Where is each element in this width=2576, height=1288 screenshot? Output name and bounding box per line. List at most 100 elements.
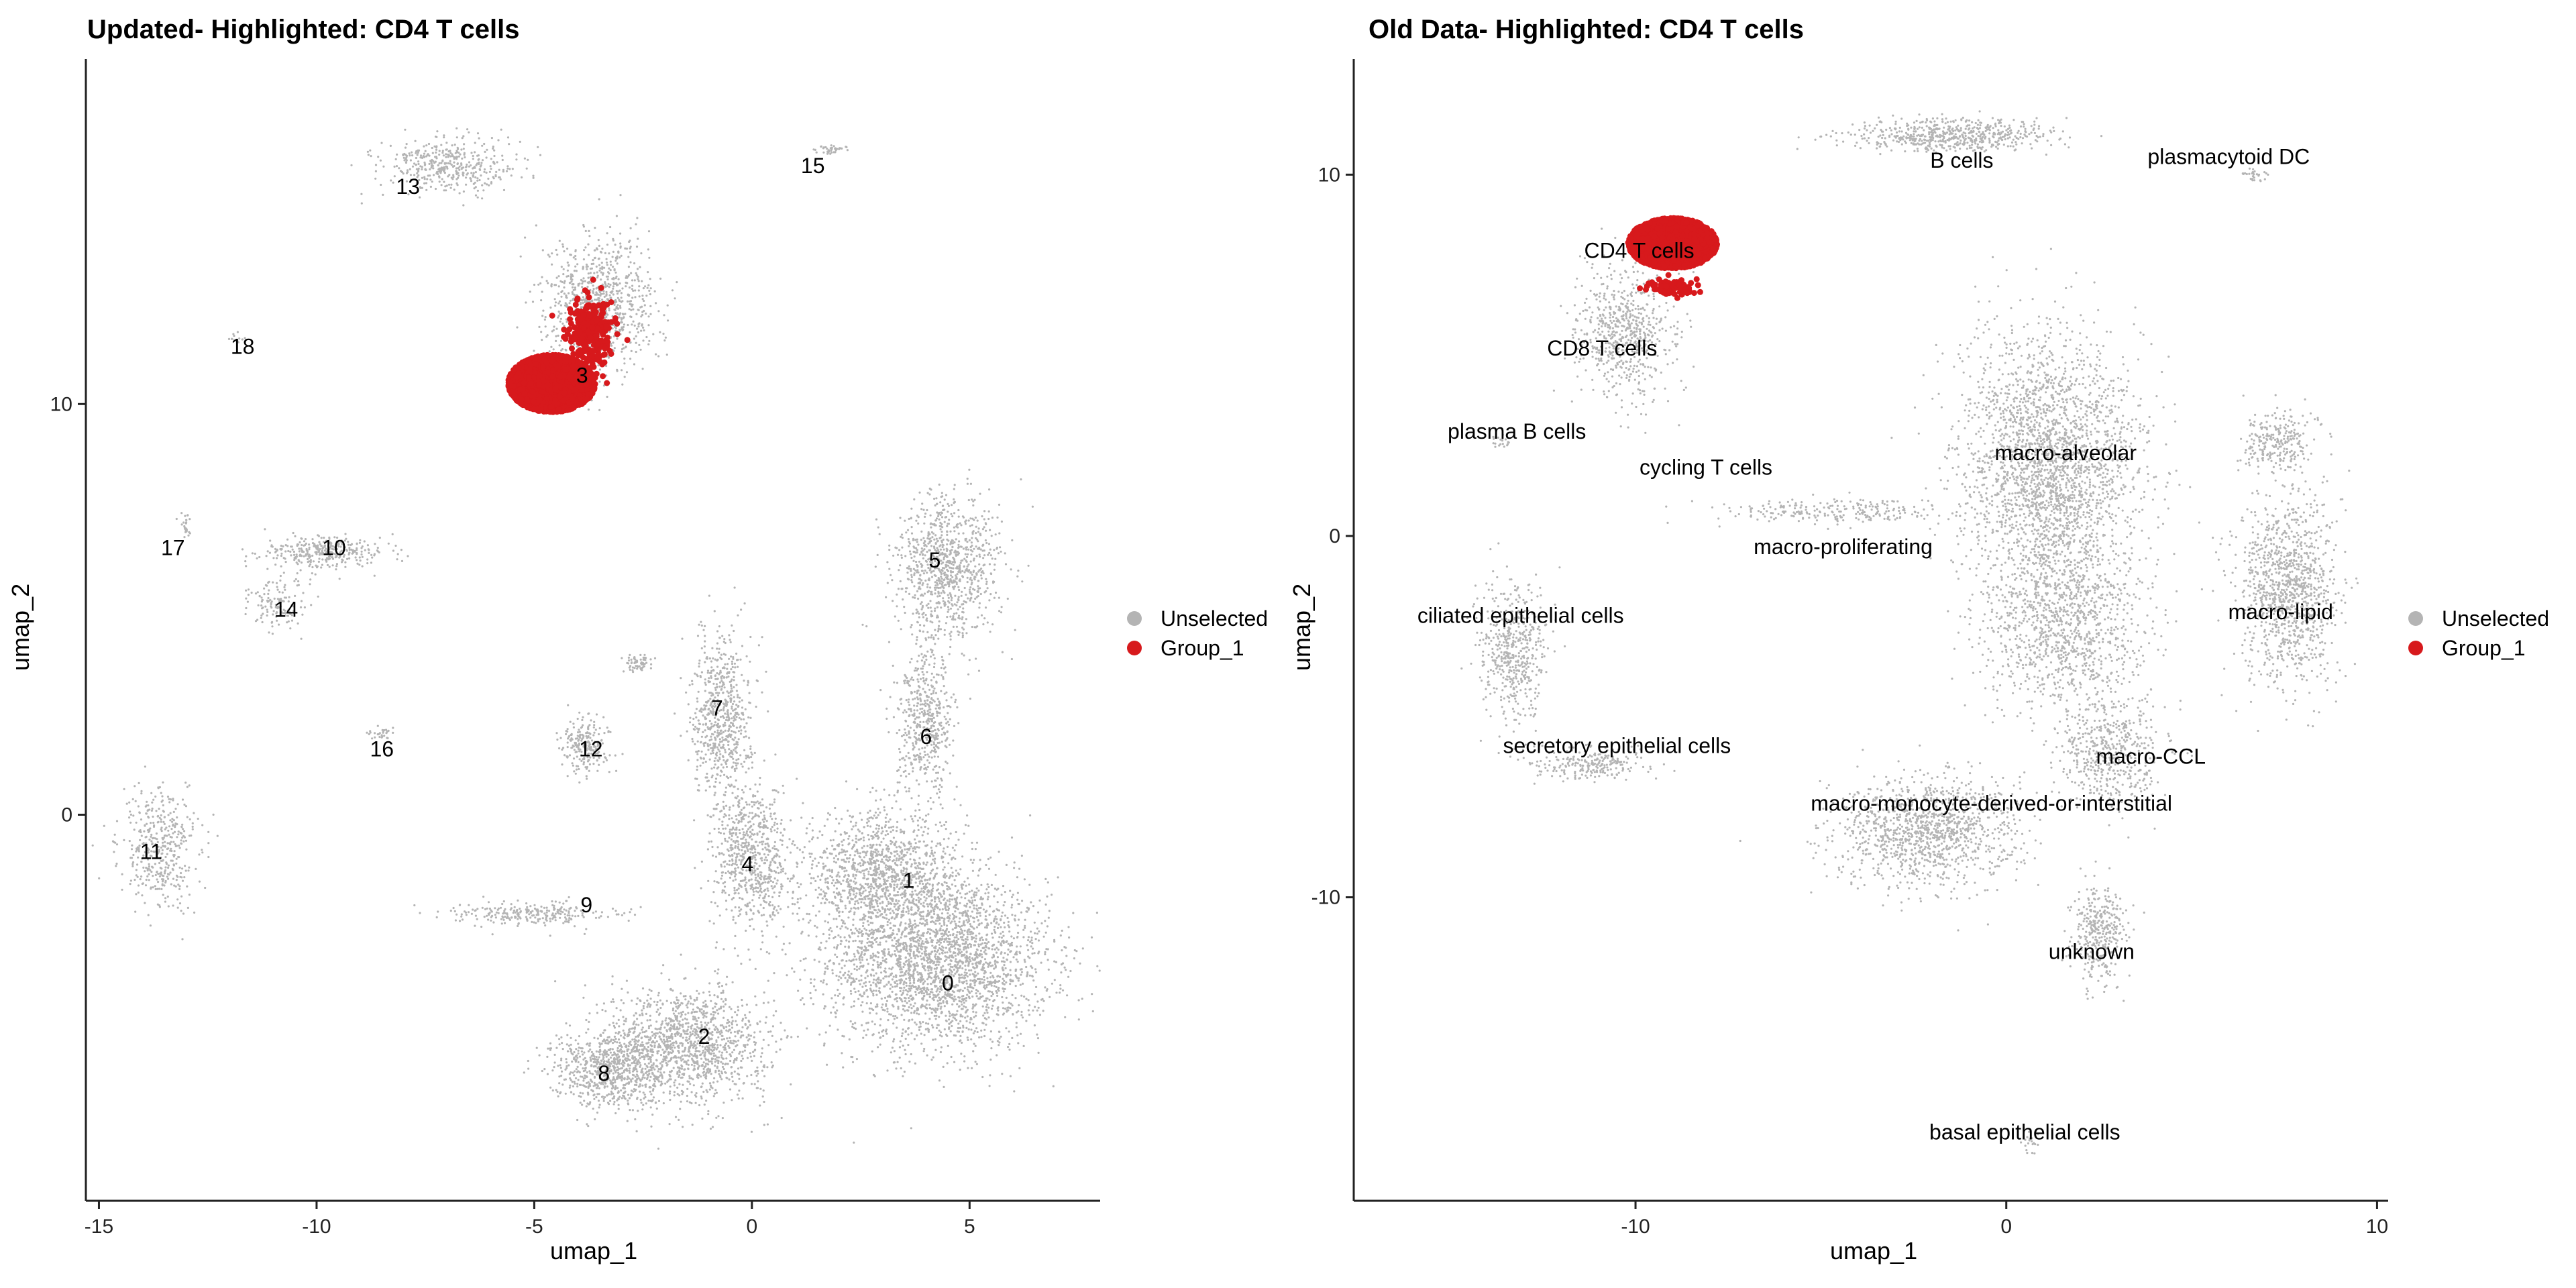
unselected-cell-point <box>798 907 800 910</box>
unselected-cell-point <box>991 936 994 939</box>
unselected-cell-point <box>712 1081 715 1084</box>
unselected-cell-point <box>861 847 863 849</box>
unselected-cell-point <box>971 936 973 938</box>
unselected-cell-point <box>867 834 869 837</box>
unselected-cell-point <box>871 942 875 945</box>
unselected-cell-point <box>838 911 841 914</box>
unselected-cell-point <box>641 1031 644 1034</box>
unselected-cell-point <box>966 957 969 960</box>
unselected-cell-point <box>988 1085 991 1087</box>
unselected-cell-point <box>621 987 623 990</box>
unselected-cell-point <box>897 1006 900 1008</box>
unselected-cell-point <box>943 898 945 902</box>
unselected-cell-point <box>629 1071 631 1074</box>
unselected-cell-point <box>908 1061 911 1063</box>
unselected-cell-point <box>967 985 969 988</box>
unselected-cell-point <box>948 1010 951 1013</box>
unselected-cell-point <box>659 1006 662 1010</box>
unselected-cell-point <box>885 904 888 907</box>
unselected-cell-point <box>859 983 861 985</box>
unselected-cell-point <box>654 1085 657 1087</box>
unselected-cell-point <box>657 1014 661 1016</box>
unselected-cell-point <box>682 1023 684 1026</box>
unselected-cell-point <box>897 1008 900 1010</box>
unselected-cell-point <box>751 1059 753 1062</box>
unselected-cell-point <box>645 1070 648 1073</box>
unselected-cell-point <box>903 945 906 948</box>
unselected-cell-point <box>968 997 971 1000</box>
unselected-cell-point <box>946 899 949 902</box>
unselected-cell-point <box>938 922 941 925</box>
unselected-cell-point <box>924 941 927 943</box>
unselected-cell-point <box>918 1026 920 1028</box>
unselected-cell-point <box>879 981 881 984</box>
unselected-cell-point <box>631 1027 633 1030</box>
unselected-cell-point <box>867 838 871 841</box>
unselected-cell-point <box>885 813 888 816</box>
unselected-cell-point <box>678 1071 681 1073</box>
unselected-cell-point <box>916 971 919 973</box>
unselected-cell-point <box>932 1056 934 1059</box>
unselected-cell-point <box>946 951 949 954</box>
unselected-cell-point <box>1067 926 1070 928</box>
unselected-cell-point <box>967 824 970 827</box>
unselected-cell-point <box>975 1027 978 1030</box>
unselected-cell-point <box>1044 953 1046 956</box>
unselected-cell-point <box>1005 1027 1008 1030</box>
unselected-cell-point <box>916 885 919 888</box>
unselected-cell-point <box>937 977 940 979</box>
unselected-cell-point <box>991 1004 994 1007</box>
unselected-cell-point <box>756 1066 759 1069</box>
unselected-cell-point <box>850 879 853 882</box>
unselected-cell-point <box>1002 960 1005 963</box>
unselected-cell-point <box>935 941 938 944</box>
unselected-cell-point <box>614 1032 617 1034</box>
unselected-cell-point <box>724 1063 727 1066</box>
unselected-cell-point <box>966 938 969 941</box>
unselected-cell-point <box>926 833 929 835</box>
unselected-cell-point <box>991 1040 994 1043</box>
unselected-cell-point <box>1040 961 1042 964</box>
unselected-cell-point <box>1004 1008 1007 1010</box>
unselected-cell-point <box>862 877 865 879</box>
unselected-cell-point <box>786 891 789 894</box>
unselected-cell-point <box>668 1073 671 1076</box>
unselected-cell-point <box>961 938 963 941</box>
unselected-cell-point <box>898 1046 901 1049</box>
unselected-cell-point <box>690 1012 693 1014</box>
unselected-cell-point <box>693 1061 696 1065</box>
unselected-cell-point <box>1004 952 1006 955</box>
unselected-cell-point <box>844 853 847 856</box>
unselected-cell-point <box>1025 998 1028 1000</box>
unselected-cell-point <box>886 1069 889 1072</box>
unselected-cell-point <box>957 1006 961 1008</box>
unselected-cell-point <box>853 953 855 955</box>
unselected-cell-point <box>863 902 865 904</box>
unselected-cell-point <box>886 924 889 926</box>
unselected-cell-point <box>991 974 994 977</box>
unselected-cell-point <box>908 948 911 951</box>
unselected-cell-point <box>736 1014 739 1016</box>
unselected-cell-point <box>918 875 920 878</box>
unselected-cell-point <box>837 871 840 874</box>
unselected-cell-point <box>858 967 861 970</box>
unselected-cell-point <box>752 1051 755 1053</box>
unselected-cell-point <box>889 902 892 905</box>
unselected-cell-point <box>900 831 902 834</box>
unselected-cell-point <box>994 948 996 951</box>
unselected-cell-point <box>882 1029 885 1032</box>
unselected-cell-point <box>951 941 954 943</box>
unselected-cell-point <box>887 900 890 903</box>
unselected-cell-point <box>996 918 998 920</box>
unselected-cell-point <box>913 919 916 922</box>
unselected-cell-point <box>910 815 912 818</box>
unselected-cell-point <box>849 928 853 931</box>
unselected-cell-point <box>1016 892 1019 894</box>
unselected-cell-point <box>684 1013 687 1016</box>
unselected-cell-point <box>654 1034 657 1037</box>
unselected-cell-point <box>1000 960 1004 963</box>
unselected-cell-point <box>988 981 991 983</box>
unselected-cell-point <box>716 1009 718 1012</box>
unselected-cell-point <box>990 1008 994 1010</box>
unselected-cell-point <box>920 922 923 925</box>
